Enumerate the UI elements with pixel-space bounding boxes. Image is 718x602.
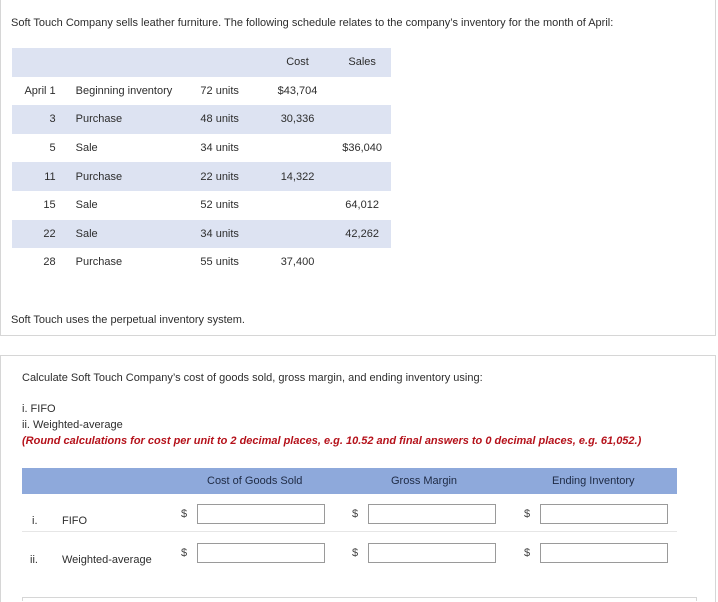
table-row: 3 Purchase 48 units 30,336 bbox=[12, 105, 391, 134]
row-date: 22 bbox=[43, 227, 56, 240]
row-date: 28 bbox=[43, 256, 56, 269]
row-units: 22 units bbox=[200, 170, 239, 183]
row-cost: 14,322 bbox=[280, 170, 315, 183]
dollar-sign: $ bbox=[524, 547, 531, 559]
weighted-average-cogs-input[interactable] bbox=[197, 543, 325, 563]
inventory-schedule-table: Cost Sales April 1 Beginning inventory 7… bbox=[12, 48, 391, 277]
table-row: 28 Purchase 55 units 37,400 bbox=[12, 248, 391, 277]
next-panel-edge bbox=[22, 597, 697, 601]
fifo-ending-inventory-input[interactable] bbox=[540, 504, 668, 524]
schedule-header-row: Cost Sales bbox=[12, 48, 391, 77]
dollar-sign: $ bbox=[181, 547, 188, 559]
cogs-header: Cost of Goods Sold bbox=[207, 475, 303, 487]
row-units: 55 units bbox=[200, 256, 239, 269]
question-item-i: i. FIFO bbox=[22, 403, 56, 415]
question-panel bbox=[0, 355, 716, 602]
table-row: 11 Purchase 22 units 14,322 bbox=[12, 162, 391, 191]
row-sales: 64,012 bbox=[345, 199, 379, 212]
row-sales bbox=[333, 77, 391, 106]
ending-inventory-header: Ending Inventory bbox=[552, 475, 635, 487]
weighted-average-gross-margin-input[interactable] bbox=[368, 543, 496, 563]
row-sales: 42,262 bbox=[345, 227, 379, 240]
dollar-sign: $ bbox=[352, 547, 359, 559]
problem-intro: Soft Touch Company sells leather furnitu… bbox=[11, 17, 614, 29]
sales-header: Sales bbox=[348, 56, 376, 69]
row-units: 48 units bbox=[200, 113, 239, 126]
fifo-gross-margin-input[interactable] bbox=[368, 504, 496, 524]
row-divider bbox=[22, 531, 677, 532]
row-date: April 1 bbox=[24, 84, 56, 97]
row-desc: Beginning inventory bbox=[75, 84, 173, 97]
row-desc: Purchase bbox=[75, 256, 123, 269]
row-cost bbox=[262, 134, 333, 163]
row-cost: $43,704 bbox=[277, 84, 318, 97]
fifo-cogs-input[interactable] bbox=[197, 504, 325, 524]
row-number: i. bbox=[32, 515, 38, 527]
row-cost: 37,400 bbox=[280, 256, 315, 269]
rounding-instruction: (Round calculations for cost per unit to… bbox=[22, 435, 642, 447]
table-row: April 1 Beginning inventory 72 units $43… bbox=[12, 76, 391, 106]
row-sales bbox=[333, 248, 391, 277]
answer-table-header: Cost of Goods Sold Gross Margin Ending I… bbox=[22, 468, 677, 494]
table-row: 22 Sale 34 units 42,262 bbox=[12, 219, 391, 249]
row-sales bbox=[333, 105, 391, 134]
row-desc: Sale bbox=[75, 142, 98, 155]
row-units: 72 units bbox=[200, 84, 239, 97]
gross-margin-header: Gross Margin bbox=[391, 475, 458, 487]
row-units: 34 units bbox=[200, 142, 239, 155]
row-cost bbox=[262, 220, 333, 249]
row-desc: Purchase bbox=[75, 113, 123, 126]
table-row: 5 Sale 34 units $36,040 bbox=[12, 133, 391, 163]
row-label-fifo: FIFO bbox=[62, 515, 88, 527]
row-date: 11 bbox=[44, 170, 56, 183]
cost-header: Cost bbox=[286, 56, 309, 69]
dollar-sign: $ bbox=[181, 508, 188, 520]
problem-panel bbox=[0, 0, 716, 336]
row-date: 5 bbox=[49, 142, 56, 155]
row-date: 15 bbox=[43, 199, 56, 212]
dollar-sign: $ bbox=[524, 508, 531, 520]
table-row: 15 Sale 52 units 64,012 bbox=[12, 190, 391, 220]
row-desc: Purchase bbox=[75, 170, 123, 183]
weighted-average-ending-inventory-input[interactable] bbox=[540, 543, 668, 563]
question-text: Calculate Soft Touch Company’s cost of g… bbox=[22, 372, 483, 384]
question-item-ii: ii. Weighted-average bbox=[22, 419, 123, 431]
row-desc: Sale bbox=[75, 199, 98, 212]
row-units: 52 units bbox=[200, 199, 239, 212]
row-sales: $36,040 bbox=[342, 142, 383, 155]
row-desc: Sale bbox=[75, 227, 98, 240]
row-label-weighted-average: Weighted-average bbox=[62, 554, 152, 566]
row-cost bbox=[262, 191, 333, 220]
row-sales bbox=[333, 162, 391, 191]
row-date: 3 bbox=[49, 113, 56, 126]
row-number: ii. bbox=[30, 554, 38, 566]
row-cost: 30,336 bbox=[280, 113, 315, 126]
system-note: Soft Touch uses the perpetual inventory … bbox=[11, 314, 245, 326]
row-units: 34 units bbox=[200, 227, 239, 240]
dollar-sign: $ bbox=[352, 508, 359, 520]
